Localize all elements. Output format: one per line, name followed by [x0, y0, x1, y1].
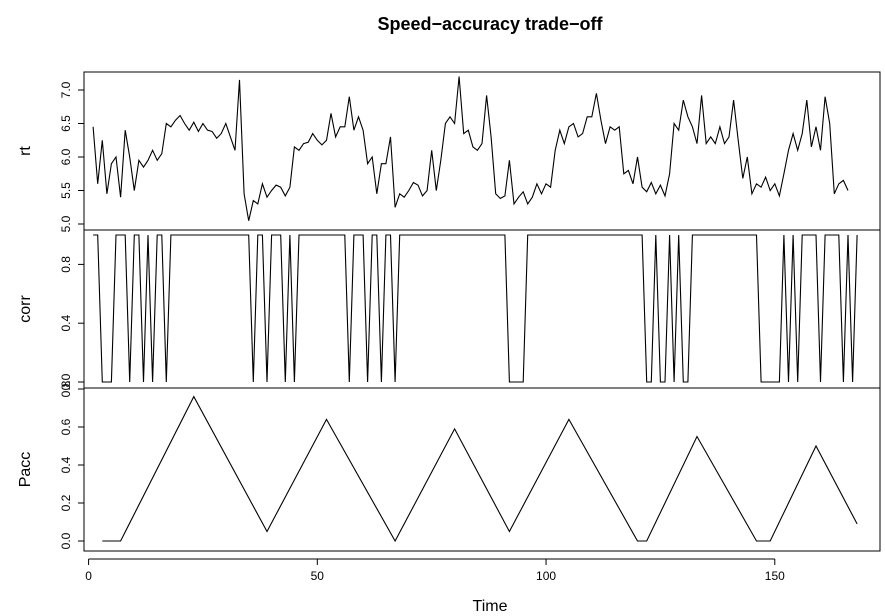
panel-frame	[83, 387, 881, 552]
y-tick-label: 0.8	[59, 256, 73, 273]
y-tick-label: 0.8	[59, 380, 73, 397]
y-tick-label: 7.0	[59, 81, 73, 98]
x-tick-label: 100	[536, 569, 556, 583]
panel-corr: 0.0 0.4 0.8 corr	[17, 229, 881, 390]
panel-Pacc: 0.0 0.2 0.4 0.6 0.8 Pacc	[17, 380, 881, 552]
y-tick-label: 5.0	[59, 215, 73, 232]
series-line-rt	[92, 76, 849, 221]
chart-title: Speed−accuracy trade−off	[377, 14, 603, 34]
y-tick-label: 6.5	[59, 115, 73, 132]
y-tick-label: 0.6	[59, 418, 73, 435]
y-axis-label: corr	[17, 295, 34, 323]
panels: 5.05.56.06.57.0rt0.00.40.8corr0.00.20.40…	[17, 71, 881, 583]
y-tick-label: 6.0	[59, 148, 73, 165]
panel-rt: 5.0 5.5 6.0 6.5 7.0 rt	[17, 71, 881, 232]
y-tick-label: 5.5	[59, 182, 73, 199]
y-tick-label: 0.2	[59, 494, 73, 511]
x-axis-label: Time	[473, 598, 508, 615]
y-axis-label: Pacc	[17, 452, 34, 488]
x-tick-label: 50	[311, 569, 325, 583]
y-tick-label: 0.0	[59, 532, 73, 549]
y-tick-label: 0.4	[59, 315, 73, 332]
panel-frame	[83, 71, 881, 231]
y-axis-label: rt	[17, 146, 34, 156]
x-tick-label: 0	[85, 569, 92, 583]
x-tick-label: 150	[765, 569, 785, 583]
series-line-corr	[93, 234, 858, 383]
y-tick-label: 0.4	[59, 456, 73, 473]
series-line-Pacc	[102, 395, 858, 543]
y-tick-label: 0.0	[59, 373, 73, 390]
